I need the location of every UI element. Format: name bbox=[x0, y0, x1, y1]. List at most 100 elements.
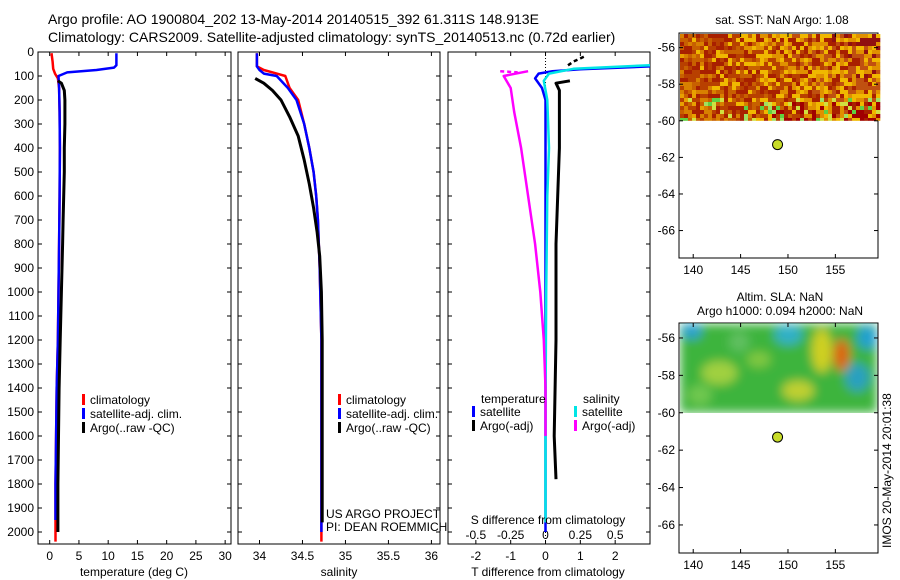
sst-cell bbox=[780, 106, 785, 111]
lat-tick-label: -66 bbox=[658, 518, 676, 532]
sst-cell bbox=[848, 34, 853, 39]
sst-cell bbox=[776, 78, 781, 83]
sst-cell bbox=[700, 38, 705, 43]
sst-cell bbox=[820, 102, 825, 107]
sst-cell bbox=[692, 34, 697, 39]
sst-cell bbox=[816, 98, 821, 103]
sst-cell bbox=[816, 46, 821, 51]
sst-cell bbox=[700, 62, 705, 67]
sst-cell bbox=[688, 82, 693, 87]
sst-cell bbox=[860, 114, 865, 119]
sst-cell bbox=[692, 54, 697, 59]
sst-cell bbox=[872, 74, 877, 79]
x-tick-label: 2 bbox=[612, 549, 619, 563]
sst-cell bbox=[860, 90, 865, 95]
sst-cell bbox=[724, 114, 729, 119]
sst-cell bbox=[752, 34, 757, 39]
sst-cell bbox=[692, 42, 697, 47]
sst-cell bbox=[680, 54, 685, 59]
sst-cell bbox=[752, 90, 757, 95]
sst-cell bbox=[804, 66, 809, 71]
sst-cell bbox=[820, 62, 825, 67]
sst-cell bbox=[756, 70, 761, 75]
sst-cell bbox=[704, 34, 709, 39]
sst-cell bbox=[680, 74, 685, 79]
sst-cell bbox=[716, 118, 721, 121]
sst-cell bbox=[852, 62, 857, 67]
sst-cell bbox=[688, 102, 693, 107]
sst-cell bbox=[812, 46, 817, 51]
sst-cell bbox=[876, 98, 881, 103]
sst-cell bbox=[688, 50, 693, 55]
sst-cell bbox=[804, 86, 809, 91]
sst-cell bbox=[784, 50, 789, 55]
sst-cell bbox=[700, 98, 705, 103]
sst-cell bbox=[848, 62, 853, 67]
sst-cell bbox=[800, 70, 805, 75]
sst-cell bbox=[684, 58, 689, 63]
sst-cell bbox=[744, 34, 749, 39]
sst-cell bbox=[808, 102, 813, 107]
sst-cell bbox=[700, 70, 705, 75]
sst-cell bbox=[876, 102, 881, 107]
sst-cell bbox=[716, 86, 721, 91]
sst-cell bbox=[756, 46, 761, 51]
sst-cell bbox=[796, 82, 801, 87]
sst-cell bbox=[688, 58, 693, 63]
sst-cell bbox=[792, 54, 797, 59]
depth-tick-label: 700 bbox=[14, 213, 34, 227]
sst-cell bbox=[764, 66, 769, 71]
temperature-xlabel: temperature (deg C) bbox=[80, 565, 188, 579]
sst-cell bbox=[752, 66, 757, 71]
sst-cell bbox=[864, 70, 869, 75]
sst-cell bbox=[756, 38, 761, 43]
sst-cell bbox=[872, 66, 877, 71]
sst-cell bbox=[872, 62, 877, 67]
sst-cell bbox=[732, 118, 737, 121]
s-diff-tick-label: -0.5 bbox=[466, 528, 487, 542]
sst-cell bbox=[792, 58, 797, 63]
sst-cell bbox=[852, 42, 857, 47]
sst-cell bbox=[688, 118, 693, 121]
sst-cell bbox=[812, 118, 817, 121]
lat-tick-label: -64 bbox=[658, 187, 676, 201]
sst-cell bbox=[704, 58, 709, 63]
sla-map-panel: Altim. SLA: NaN Argo h1000: 0.094 h2000:… bbox=[658, 290, 879, 572]
sst-cell bbox=[768, 90, 773, 95]
legend-title: temperature bbox=[481, 392, 546, 406]
sst-cell bbox=[812, 70, 817, 75]
sst-cell bbox=[848, 74, 853, 79]
s-diff-tick-label: 0.25 bbox=[569, 528, 593, 542]
sst-cell bbox=[840, 106, 845, 111]
sst-cell bbox=[824, 66, 829, 71]
sst-cell bbox=[800, 118, 805, 121]
imos-timestamp: IMOS 20-May-2014 20:01:38 bbox=[880, 393, 894, 548]
sst-cell bbox=[704, 114, 709, 119]
sst-cell bbox=[868, 118, 873, 121]
sst-cell bbox=[756, 62, 761, 67]
depth-tick-label: 1900 bbox=[7, 501, 34, 515]
sst-cell bbox=[732, 38, 737, 43]
sla-anomaly bbox=[701, 360, 738, 385]
legend-swatch bbox=[574, 406, 577, 417]
sst-cell bbox=[824, 110, 829, 115]
sst-cell bbox=[752, 38, 757, 43]
sst-cell bbox=[844, 82, 849, 87]
sla-anomaly bbox=[811, 328, 832, 373]
sst-cell bbox=[812, 102, 817, 107]
sst-cell bbox=[736, 94, 741, 99]
sst-cell bbox=[724, 70, 729, 75]
s-difference-axis: -0.5 -0.25 0 0.25 0.5 bbox=[466, 528, 624, 542]
sst-cell bbox=[836, 94, 841, 99]
sst-cell bbox=[772, 70, 777, 75]
sst-cell bbox=[840, 62, 845, 67]
sst-cell bbox=[876, 118, 881, 121]
sst-cell bbox=[740, 106, 745, 111]
sst-cell bbox=[828, 98, 833, 103]
sst-cell bbox=[836, 62, 841, 67]
legend-label: Argo(..raw -QC) bbox=[346, 421, 431, 435]
sst-cell bbox=[828, 46, 833, 51]
sst-cell bbox=[852, 102, 857, 107]
sst-cell bbox=[816, 74, 821, 79]
sst-cell bbox=[832, 86, 837, 91]
